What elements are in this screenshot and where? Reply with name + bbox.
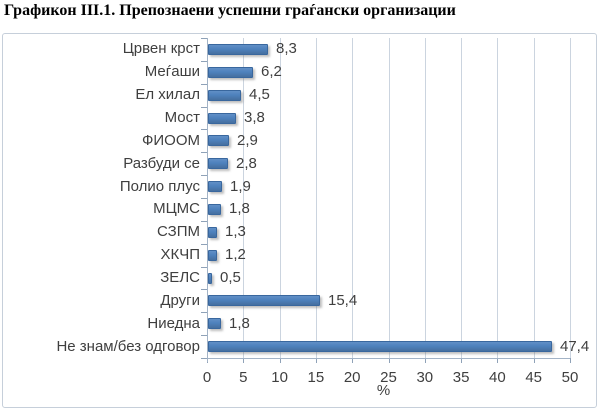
x-tick-label: 0 (202, 369, 212, 386)
category-label: Мост (164, 109, 200, 126)
category-axis-tick (201, 221, 207, 222)
category-axis-tick (201, 152, 207, 153)
gridline (315, 38, 317, 358)
chart-title: Графикон III.1. Препознаени успешни граѓ… (4, 2, 456, 19)
bar-value-label: 0,5 (220, 269, 241, 286)
bar-value-label: 2,8 (236, 155, 257, 172)
bar-value-label: 47,4 (560, 338, 590, 355)
axis-tick (570, 358, 571, 363)
gridline (497, 38, 499, 358)
bar (208, 158, 228, 169)
category-axis-tick (201, 84, 207, 85)
x-axis-label: % (376, 382, 391, 399)
bar-value-label: 1,8 (229, 200, 250, 217)
bar (208, 273, 212, 284)
bar-value-label: 1,2 (225, 246, 246, 263)
gridline (570, 38, 571, 358)
category-label: Меѓаши (144, 63, 200, 80)
bar (208, 227, 217, 238)
bar (208, 181, 222, 192)
category-axis-tick (201, 267, 207, 268)
bar (208, 135, 229, 146)
axis-tick (497, 358, 499, 363)
category-axis-tick (201, 289, 207, 290)
category-label: МЦМС (153, 200, 200, 217)
x-tick-label: 35 (452, 369, 470, 386)
bar (208, 90, 241, 101)
x-tick-label: 40 (489, 369, 506, 386)
category-label: Црвен крст (122, 40, 200, 57)
category-label: Ел хилал (135, 86, 200, 103)
axis-tick (352, 358, 354, 363)
category-axis-tick (201, 38, 207, 39)
bar (208, 318, 221, 329)
category-label: ЗЕЛС (160, 269, 200, 286)
category-label: Не знам/без одговор (56, 338, 200, 355)
gridline (461, 38, 463, 358)
bar-value-label: 4,5 (249, 86, 270, 103)
x-tick-label: 45 (525, 369, 543, 386)
category-axis-tick (201, 244, 207, 245)
bar (208, 250, 217, 261)
axis-tick (461, 358, 463, 363)
bar-value-label: 1,8 (229, 315, 250, 332)
category-label: ХКЧП (160, 246, 200, 263)
category-label: Полио плус (119, 178, 200, 195)
gridline (533, 38, 535, 358)
axis-tick (279, 358, 281, 363)
x-tick-label: 10 (271, 369, 288, 386)
axis-tick (533, 358, 535, 363)
bar (208, 341, 552, 352)
x-tick-label: 25 (380, 369, 397, 386)
bar (208, 295, 320, 306)
category-axis-tick (201, 335, 207, 336)
gridline (352, 38, 354, 358)
gridline (388, 38, 390, 358)
category-axis-line (207, 38, 208, 362)
bar (208, 113, 236, 124)
axis-tick (243, 358, 245, 363)
axis-tick (424, 358, 426, 363)
category-axis-tick (201, 129, 207, 130)
category-label: Разбуди се (123, 155, 200, 172)
bar-value-label: 15,4 (328, 292, 358, 309)
category-axis-tick (201, 107, 207, 108)
category-axis-tick (201, 358, 207, 359)
category-axis-tick (201, 198, 207, 199)
category-label: Други (160, 292, 200, 309)
x-tick-label: 20 (343, 369, 361, 386)
bar (208, 204, 221, 215)
value-axis-line (207, 358, 570, 359)
category-axis-tick (201, 175, 207, 176)
axis-tick (388, 358, 390, 363)
gridline (424, 38, 426, 358)
gridline (279, 38, 281, 358)
x-tick-label: 30 (416, 369, 434, 386)
bar (208, 67, 253, 78)
bar-value-label: 1,9 (230, 178, 251, 195)
x-tick-label: 50 (561, 369, 579, 386)
bar (208, 44, 268, 55)
category-axis-tick (201, 312, 207, 313)
axis-tick (315, 358, 317, 363)
x-tick-label: 5 (239, 369, 248, 386)
category-label: СЗПМ (156, 223, 200, 240)
x-tick-label: 15 (307, 369, 325, 386)
gridline (243, 38, 245, 358)
category-axis-tick (201, 61, 207, 62)
bar-value-label: 6,2 (261, 63, 282, 80)
category-label: Ниедна (147, 315, 200, 332)
category-label: ФИООМ (141, 132, 200, 149)
bar-value-label: 8,3 (276, 40, 297, 57)
bar-value-label: 1,3 (225, 223, 246, 240)
bar-value-label: 3,8 (244, 109, 265, 126)
bar-value-label: 2,9 (237, 132, 258, 149)
